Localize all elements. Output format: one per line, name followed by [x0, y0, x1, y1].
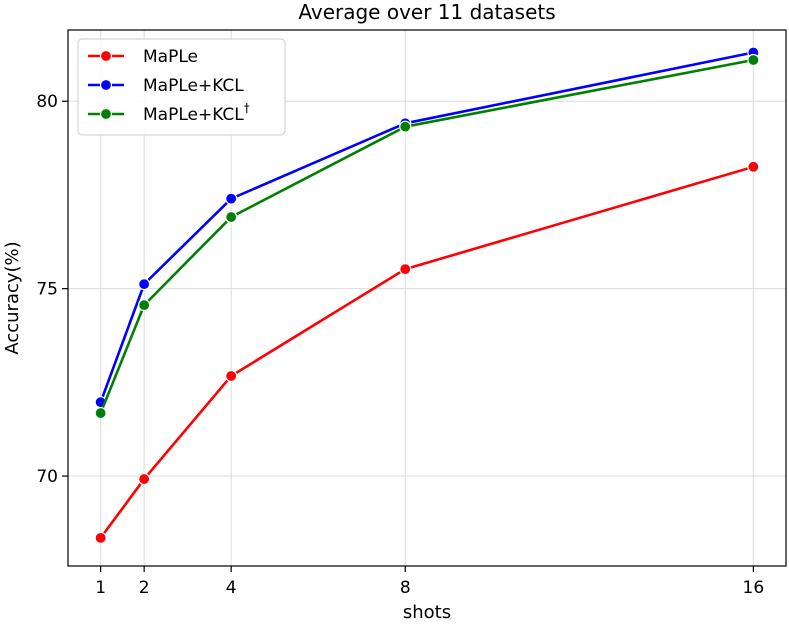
- chart-title: Average over 11 datasets: [298, 0, 555, 24]
- data-point: [225, 210, 238, 224]
- data-point: [138, 299, 151, 312]
- legend-item: MaPLe: [88, 47, 198, 67]
- y-axis-ticks: 70 75 80: [36, 92, 68, 487]
- series-layer: [94, 46, 760, 544]
- data-point: [225, 369, 238, 383]
- data-point: [94, 531, 107, 544]
- y-axis-label: Accuracy(%): [2, 241, 23, 354]
- legend-label: MaPLe: [143, 47, 198, 67]
- data-point: [399, 120, 412, 133]
- series-2: [94, 53, 760, 420]
- data-point: [399, 263, 412, 276]
- x-tick-label: 1: [95, 578, 106, 598]
- plot-frame: [67, 29, 787, 567]
- legend-marker: [99, 78, 113, 92]
- legend-label-dagger: †: [244, 101, 250, 115]
- legend-label: MaPLe+KCL: [143, 76, 244, 96]
- legend-label-text: MaPLe: [143, 47, 198, 67]
- y-tick-label: 75: [36, 280, 58, 300]
- data-point: [138, 472, 151, 486]
- series-0: [94, 160, 760, 544]
- legend-item: MaPLe+KCL†: [88, 101, 250, 125]
- legend-marker: [99, 107, 113, 121]
- x-tick-label: 8: [400, 578, 411, 598]
- y-tick-label: 70: [36, 467, 58, 487]
- data-point: [138, 278, 151, 291]
- x-axis-ticks: 1 2 4 8 16: [95, 566, 764, 598]
- data-point: [225, 192, 238, 205]
- data-point: [747, 160, 760, 173]
- data-point: [747, 53, 760, 67]
- legend-marker: [99, 49, 113, 63]
- legend-label-text: MaPLe+KCL: [143, 76, 244, 96]
- legend-label-text: MaPLe+KCL: [143, 105, 244, 125]
- x-tick-label: 16: [743, 578, 765, 598]
- y-tick-label: 80: [36, 92, 58, 112]
- data-point: [94, 406, 107, 420]
- legend-item: MaPLe+KCL: [88, 76, 244, 96]
- x-axis-label: shots: [403, 602, 451, 623]
- legend-label: MaPLe+KCL†: [143, 101, 250, 125]
- x-tick-label: 2: [139, 578, 150, 598]
- x-tick-label: 4: [226, 578, 237, 598]
- legend-box: [77, 38, 286, 136]
